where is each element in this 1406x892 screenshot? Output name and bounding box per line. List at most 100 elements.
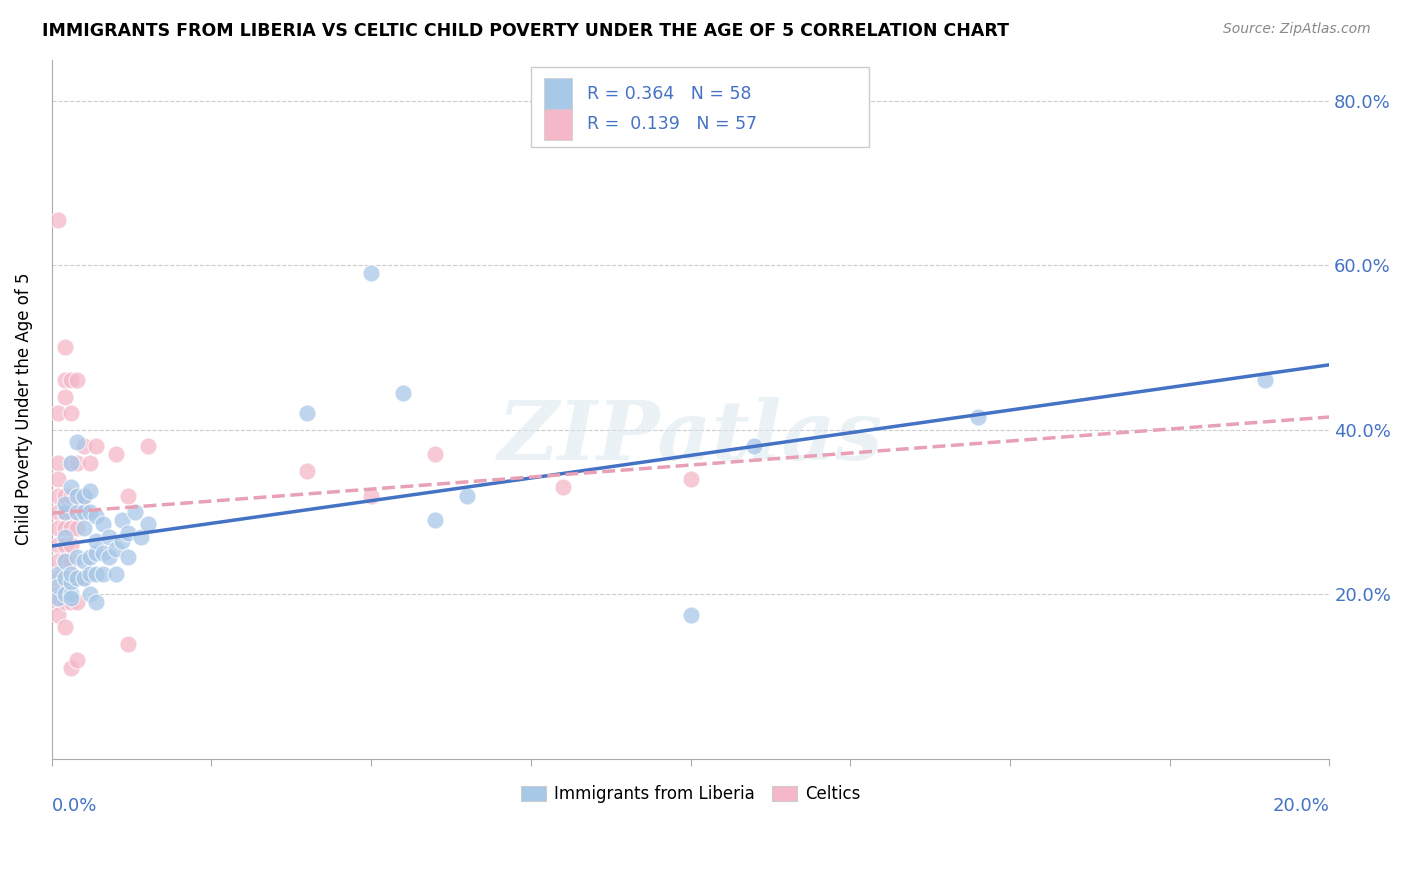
Point (53, 595, 76, 609)
Point (66, 571, 89, 585)
Point (53, 587, 76, 601)
Point (73, 571, 96, 585)
Point (46, 505, 69, 519)
Point (66, 505, 89, 519)
Point (73, 521, 96, 535)
Point (79, 566, 101, 581)
Point (117, 489, 139, 503)
Point (66, 373, 89, 387)
Point (297, 406, 319, 420)
Point (86, 509, 108, 524)
Point (129, 530, 152, 544)
Point (967, 410, 990, 425)
Point (124, 505, 146, 519)
Point (91, 546, 114, 560)
Point (679, 607, 702, 622)
Point (104, 542, 127, 557)
Point (86, 566, 108, 581)
Point (59, 456, 82, 470)
Point (59, 505, 82, 519)
Point (456, 489, 478, 503)
Point (53, 538, 76, 552)
Point (46, 406, 69, 420)
Text: Source: ZipAtlas.com: Source: ZipAtlas.com (1223, 22, 1371, 37)
Point (297, 464, 319, 478)
Text: 20.0%: 20.0% (1272, 797, 1329, 815)
Point (86, 439, 108, 453)
Point (59, 554, 82, 568)
Point (53, 505, 76, 519)
Point (46, 571, 69, 585)
Point (117, 525, 139, 540)
Point (59, 373, 82, 387)
Point (73, 489, 96, 503)
Point (86, 533, 108, 548)
Point (111, 513, 134, 527)
Point (53, 341, 76, 355)
Point (46, 595, 69, 609)
Point (53, 497, 76, 511)
Point (59, 489, 82, 503)
Point (53, 530, 76, 544)
Point (360, 267, 382, 281)
Text: 0.0%: 0.0% (52, 797, 97, 815)
Point (53, 620, 76, 634)
Point (46, 456, 69, 470)
Text: ZIPatlas: ZIPatlas (498, 397, 883, 477)
Point (46, 591, 69, 606)
Point (46, 472, 69, 486)
Point (53, 505, 76, 519)
FancyBboxPatch shape (531, 67, 869, 147)
Point (59, 521, 82, 535)
Point (66, 571, 89, 585)
Point (73, 571, 96, 585)
Point (104, 566, 127, 581)
Point (66, 653, 89, 667)
Point (53, 571, 76, 585)
Point (46, 521, 69, 535)
Point (98, 530, 121, 544)
Point (111, 533, 134, 548)
Point (73, 489, 96, 503)
Point (66, 521, 89, 535)
Point (66, 505, 89, 519)
Point (98, 550, 121, 565)
Point (86, 595, 108, 609)
Point (79, 550, 101, 565)
Point (79, 484, 101, 499)
Y-axis label: Child Poverty Under the Age of 5: Child Poverty Under the Age of 5 (15, 273, 32, 545)
Point (679, 472, 702, 486)
Point (73, 554, 96, 568)
Point (46, 579, 69, 593)
Point (136, 439, 159, 453)
Point (79, 456, 101, 470)
Point (59, 587, 82, 601)
Point (66, 550, 89, 565)
Point (53, 554, 76, 568)
Point (66, 489, 89, 503)
Point (46, 489, 69, 503)
Point (66, 595, 89, 609)
Point (53, 373, 76, 387)
Point (73, 505, 96, 519)
Point (66, 489, 89, 503)
Text: R =  0.139   N = 57: R = 0.139 N = 57 (588, 115, 758, 133)
Point (53, 554, 76, 568)
Point (53, 521, 76, 535)
Point (46, 538, 69, 552)
Point (53, 489, 76, 503)
Point (46, 213, 69, 227)
Text: R = 0.364   N = 58: R = 0.364 N = 58 (588, 86, 752, 103)
Bar (544, 109, 572, 140)
Point (53, 390, 76, 404)
Point (73, 439, 96, 453)
Point (1254, 373, 1277, 387)
Point (59, 480, 82, 494)
Point (59, 591, 82, 606)
Point (59, 456, 82, 470)
Point (79, 505, 101, 519)
Point (59, 406, 82, 420)
Point (46, 554, 69, 568)
Point (117, 550, 139, 565)
Text: IMMIGRANTS FROM LIBERIA VS CELTIC CHILD POVERTY UNDER THE AGE OF 5 CORRELATION C: IMMIGRANTS FROM LIBERIA VS CELTIC CHILD … (42, 22, 1010, 40)
